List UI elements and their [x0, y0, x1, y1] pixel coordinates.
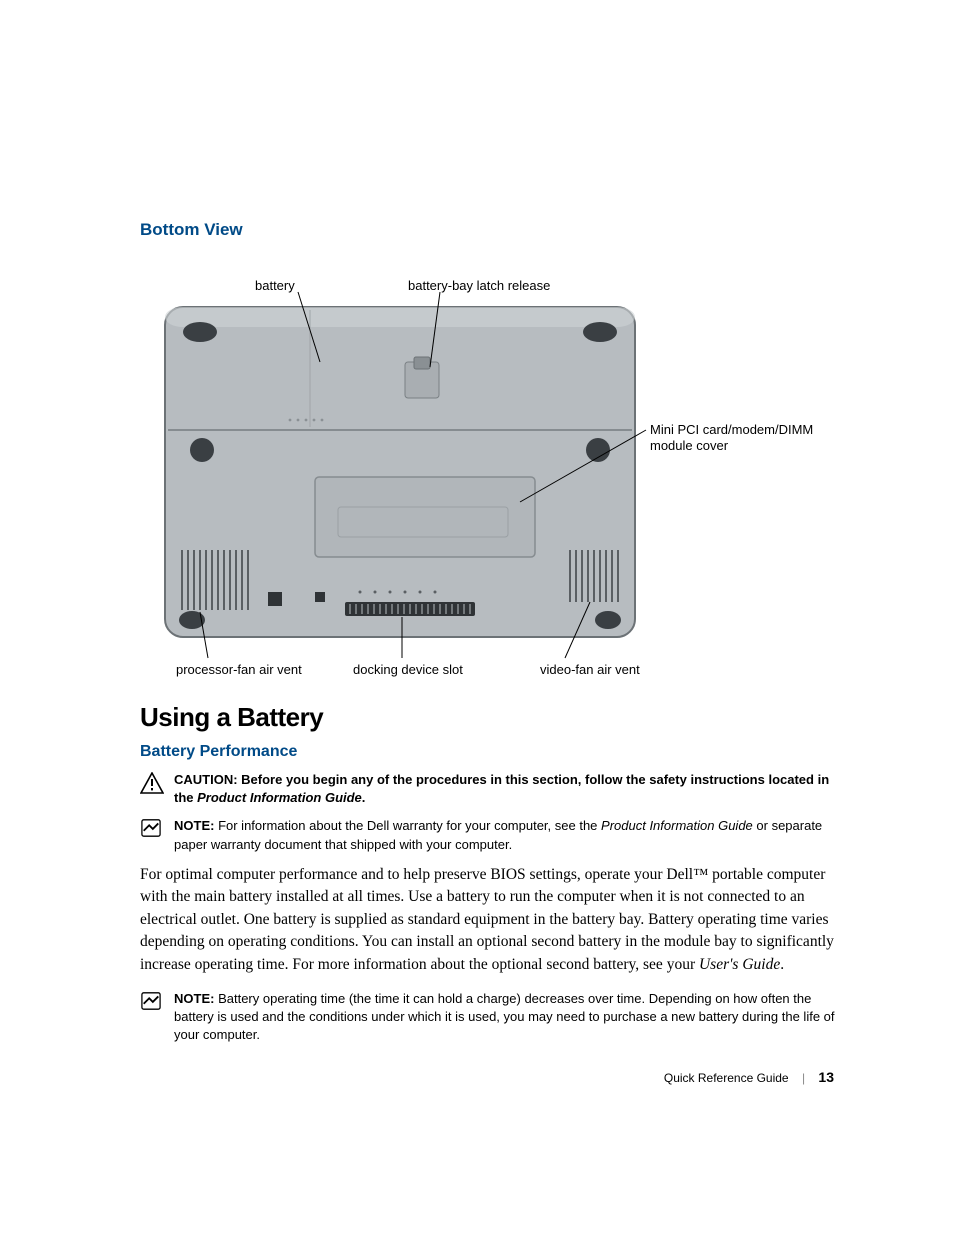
heading-bottom-view: Bottom View — [140, 220, 844, 240]
body-paragraph: For optimal computer performance and to … — [140, 864, 844, 976]
note-1-ref: Product Information Guide — [601, 818, 753, 833]
body-users-guide: User's Guide — [699, 956, 780, 973]
caution-text-2: . — [362, 790, 366, 805]
caution-ref: Product Information Guide — [197, 790, 362, 805]
callout-processor-vent: processor-fan air vent — [176, 662, 302, 678]
caution-text: CAUTION: Before you begin any of the pro… — [174, 771, 844, 807]
footer-separator: | — [802, 1071, 805, 1085]
note-icon — [140, 818, 164, 843]
note-1-label: NOTE: — [174, 818, 214, 833]
note-block-1: NOTE: For information about the Dell war… — [140, 817, 844, 853]
callout-battery: battery — [255, 278, 295, 294]
caution-icon — [140, 772, 164, 799]
note-2-label: NOTE: — [174, 991, 214, 1006]
diagram-bottom-view: battery battery-bay latch release Mini P… — [140, 252, 840, 672]
page: Bottom View battery battery-bay latch re… — [0, 0, 954, 1235]
note-1-text-1: For information about the Dell warranty … — [214, 818, 601, 833]
caution-block: CAUTION: Before you begin any of the pro… — [140, 771, 844, 807]
footer-title: Quick Reference Guide — [664, 1071, 789, 1085]
heading-using-a-battery: Using a Battery — [140, 702, 844, 733]
page-footer: Quick Reference Guide | 13 — [664, 1069, 834, 1085]
callout-docking-slot: docking device slot — [353, 662, 463, 678]
page-number: 13 — [818, 1069, 834, 1085]
note-1-text: NOTE: For information about the Dell war… — [174, 817, 844, 853]
callout-mini-pci: Mini PCI card/modem/DIMM module cover — [650, 422, 820, 455]
body-tail: . — [780, 956, 784, 973]
note-block-2: NOTE: Battery operating time (the time i… — [140, 990, 844, 1045]
note-icon — [140, 991, 164, 1016]
note-2-text: NOTE: Battery operating time (the time i… — [174, 990, 844, 1045]
caution-label: CAUTION: — [174, 772, 238, 787]
note-2-body: Battery operating time (the time it can … — [174, 991, 835, 1042]
callout-battery-latch: battery-bay latch release — [408, 278, 550, 294]
callout-video-vent: video-fan air vent — [540, 662, 640, 678]
heading-battery-performance: Battery Performance — [140, 743, 844, 761]
laptop-bottom-svg — [160, 302, 640, 642]
